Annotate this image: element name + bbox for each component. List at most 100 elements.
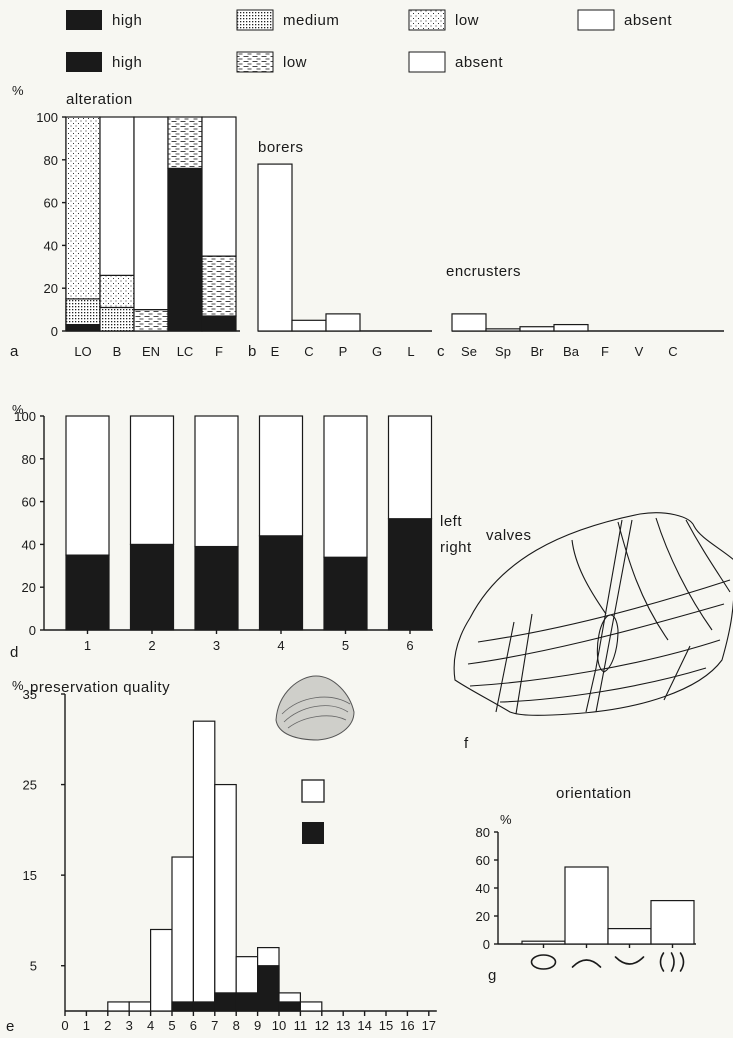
bar [150, 928, 173, 1012]
bar-segment [167, 116, 203, 169]
bar [519, 326, 555, 332]
shell-drawing-large [453, 512, 733, 716]
bar-segment [99, 306, 135, 332]
panel-letter: g [488, 967, 497, 984]
x-tick-label: 16 [400, 1018, 414, 1033]
legend-label: low [455, 12, 479, 29]
orientation-glyph-vertical [679, 952, 685, 972]
legend-item-high: high [66, 52, 142, 72]
x-tick-label: P [339, 344, 348, 359]
x-tick-label: 6 [190, 1018, 197, 1033]
panel-letter: a [10, 343, 19, 360]
x-tick-label: 11 [294, 1018, 308, 1033]
panel-g: orientation % g 0 20 40 60 80 [476, 785, 696, 984]
x-tick-label: Sp [495, 344, 511, 359]
x-tick-label: 4 [277, 638, 284, 653]
bar [325, 313, 361, 332]
x-tick-label: 6 [406, 638, 413, 653]
x-tick-label: Se [461, 344, 477, 359]
y-tick-label: 40 [44, 238, 58, 253]
bar-filled [192, 1001, 216, 1012]
legend-swatch-sparse-dots [408, 9, 446, 31]
bar-segment [65, 415, 110, 556]
x-tick-label: LC [177, 344, 194, 359]
orientation-glyph-circle [530, 954, 557, 970]
bar-segment [323, 415, 368, 558]
legend-swatch-solid [66, 52, 102, 72]
bar-segment [194, 545, 239, 631]
bar-segment [258, 535, 304, 631]
x-tick-label: 15 [379, 1018, 393, 1033]
bar-filled [214, 992, 237, 1012]
y-tick-label: 80 [44, 153, 58, 168]
bar-filled [235, 992, 259, 1012]
bar-filled [278, 1001, 301, 1012]
x-tick-label: 12 [315, 1018, 329, 1033]
legend-swatch-dense-dots [236, 9, 274, 31]
bar [214, 783, 237, 1012]
panel-letter: c [437, 343, 445, 360]
legend-item-medium: medium [236, 9, 339, 31]
chart-title: encrusters [446, 263, 521, 280]
panel-a: % alteration a 0 20 40 60 80 100 LO B EN LC F [10, 83, 240, 360]
x-tick-label: C [304, 344, 313, 359]
legend-label: absent [624, 12, 672, 29]
chart-title: alteration [66, 91, 133, 108]
y-unit-label: % [500, 812, 512, 827]
y-tick-label: 0 [483, 937, 490, 952]
bar [451, 313, 487, 332]
legend-item-high: high [66, 10, 142, 30]
bar-filled [257, 965, 280, 1012]
panel-b: borers b E C P G L [248, 139, 432, 360]
y-tick-label: 80 [22, 452, 36, 467]
bar [291, 319, 327, 332]
bar [128, 1001, 152, 1012]
x-tick-label: Br [531, 344, 545, 359]
y-tick-label: 20 [476, 909, 490, 924]
bar [650, 899, 695, 945]
panel-c: encrusters c Se Sp Br Ba F V C [437, 263, 724, 360]
bar-segment [129, 415, 175, 545]
x-tick-label: G [372, 344, 382, 359]
x-tick-label: F [215, 344, 223, 359]
orientation-glyph-vertical [659, 952, 665, 972]
bar-segment [99, 116, 135, 276]
bar-segment [129, 543, 175, 631]
bar-filled [171, 1001, 194, 1012]
chart-title: borers [258, 139, 304, 156]
legend-item-absent: absent [577, 9, 672, 31]
chart-title: preservation quality [30, 679, 170, 696]
panel-letter: f [464, 735, 469, 752]
bar [192, 720, 216, 1012]
legend: high medium low absent high low absent [66, 9, 672, 73]
y-unit-label: % [12, 83, 24, 98]
legend-item-low: low [408, 9, 479, 31]
key-swatch-solid [302, 822, 324, 844]
legend-swatch-empty [577, 9, 615, 31]
y-tick-label: 20 [44, 281, 58, 296]
x-tick-label: B [113, 344, 122, 359]
label-valves: valves [486, 527, 532, 544]
x-tick-label: 14 [357, 1018, 371, 1033]
chart-title: orientation [556, 785, 632, 802]
x-tick-label: LO [74, 344, 91, 359]
bar [521, 940, 566, 945]
label-left: left [440, 513, 462, 530]
bar-segment [99, 274, 135, 309]
y-tick-label: 100 [14, 409, 36, 424]
bar [107, 1001, 130, 1012]
x-tick-label: 13 [336, 1018, 350, 1033]
orientation-glyph-convex-up [571, 959, 602, 968]
legend-swatch-dashes [236, 51, 274, 73]
legend-label: medium [283, 12, 339, 29]
y-tick-label: 15 [23, 868, 37, 883]
bar-segment [201, 315, 237, 332]
y-tick-label: 60 [22, 495, 36, 510]
x-tick-label: 0 [61, 1018, 68, 1033]
bar [553, 323, 589, 332]
bar-segment [65, 298, 101, 326]
orientation-glyph-vertical [670, 952, 675, 972]
x-tick-label: L [407, 344, 414, 359]
